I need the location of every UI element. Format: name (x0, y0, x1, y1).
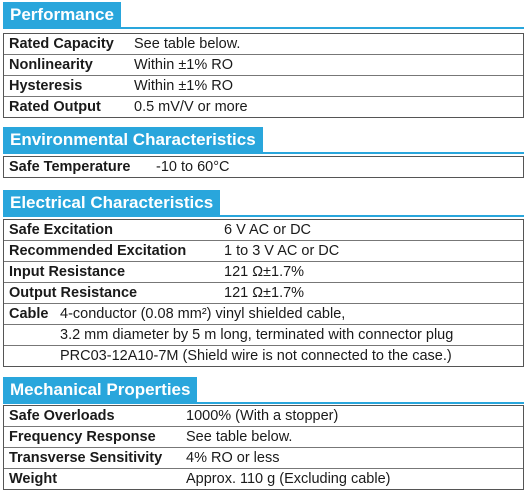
table-row: Rated Capacity See table below. (4, 34, 523, 54)
weight-label: Weight (9, 471, 58, 487)
table-row: Input Resistance 121 Ω±1.7% (4, 261, 523, 282)
hysteresis-value: Within ±1% RO (134, 78, 234, 94)
performance-table: Rated Capacity See table below. Nonlinea… (3, 33, 524, 118)
rated-output-value: 0.5 mV/V or more (134, 99, 248, 115)
table-row: Weight Approx. 110 g (Excluding cable) (4, 468, 523, 489)
safe-overloads-value: 1000% (With a stopper) (186, 408, 339, 424)
table-row: Safe Excitation 6 V AC or DC (4, 220, 523, 240)
mechanical-header: Mechanical Properties (3, 377, 198, 402)
table-row: Nonlinearity Within ±1% RO (4, 54, 523, 75)
mechanical-header-rule (3, 402, 524, 404)
cable-line: 4-conductor (0.08 mm²) vinyl shielded ca… (4, 304, 523, 324)
table-row: Safe Temperature -10 to 60°C (4, 157, 523, 177)
table-row: Recommended Excitation 1 to 3 V AC or DC (4, 240, 523, 261)
table-row: Output Resistance 121 Ω±1.7% (4, 282, 523, 303)
mechanical-title: Mechanical Properties (10, 380, 191, 399)
nonlinearity-value: Within ±1% RO (134, 57, 234, 73)
output-resistance-value: 121 Ω±1.7% (224, 285, 305, 301)
rated-capacity-value: See table below. (134, 36, 241, 52)
weight-value: Approx. 110 g (Excluding cable) (186, 471, 391, 487)
input-resistance-label: Input Resistance (9, 264, 126, 280)
performance-header: Performance (3, 2, 121, 27)
environmental-title: Environmental Characteristics (10, 130, 256, 149)
transverse-sensitivity-label: Transverse Sensitivity (9, 450, 163, 466)
mechanical-table: Safe Overloads 1000% (With a stopper) Fr… (3, 405, 524, 490)
cable-line: PRC03-12A10-7M (Shield wire is not conne… (4, 345, 523, 366)
electrical-header-rule (3, 215, 524, 217)
recommended-excitation-value: 1 to 3 V AC or DC (224, 243, 340, 259)
safe-temperature-label: Safe Temperature (9, 159, 131, 175)
cable-label: Cable (9, 306, 49, 322)
rated-capacity-label: Rated Capacity (9, 36, 114, 52)
environmental-header-rule (3, 152, 524, 154)
frequency-response-value: See table below. (186, 429, 293, 445)
recommended-excitation-label: Recommended Excitation (9, 243, 187, 259)
cable-line: 3.2 mm diameter by 5 m long, terminated … (4, 324, 523, 345)
cable-line-2: 3.2 mm diameter by 5 m long, terminated … (60, 327, 454, 343)
transverse-sensitivity-value: 4% RO or less (186, 450, 280, 466)
electrical-title: Electrical Characteristics (10, 193, 214, 212)
output-resistance-label: Output Resistance (9, 285, 138, 301)
input-resistance-value: 121 Ω±1.7% (224, 264, 305, 280)
environmental-table: Safe Temperature -10 to 60°C (3, 156, 524, 178)
table-row: Frequency Response See table below. (4, 426, 523, 447)
safe-excitation-label: Safe Excitation (9, 222, 113, 238)
environmental-header: Environmental Characteristics (3, 127, 263, 152)
table-row: Rated Output 0.5 mV/V or more (4, 96, 523, 117)
performance-title: Performance (10, 5, 114, 24)
performance-header-rule (3, 27, 524, 29)
table-row: Safe Overloads 1000% (With a stopper) (4, 406, 523, 426)
frequency-response-label: Frequency Response (9, 429, 156, 445)
electrical-header: Electrical Characteristics (3, 190, 221, 215)
hysteresis-label: Hysteresis (9, 78, 83, 94)
cable-line-1: 4-conductor (0.08 mm²) vinyl shielded ca… (60, 306, 346, 322)
table-row: Hysteresis Within ±1% RO (4, 75, 523, 96)
safe-temperature-value: -10 to 60°C (156, 159, 230, 175)
cable-line-3: PRC03-12A10-7M (Shield wire is not conne… (60, 348, 452, 364)
safe-overloads-label: Safe Overloads (9, 408, 115, 424)
table-row: Transverse Sensitivity 4% RO or less (4, 447, 523, 468)
nonlinearity-label: Nonlinearity (9, 57, 93, 73)
cable-row: Cable 4-conductor (0.08 mm²) vinyl shiel… (4, 303, 523, 366)
rated-output-label: Rated Output (9, 99, 101, 115)
safe-excitation-value: 6 V AC or DC (224, 222, 312, 238)
electrical-table: Safe Excitation 6 V AC or DC Recommended… (3, 219, 524, 367)
